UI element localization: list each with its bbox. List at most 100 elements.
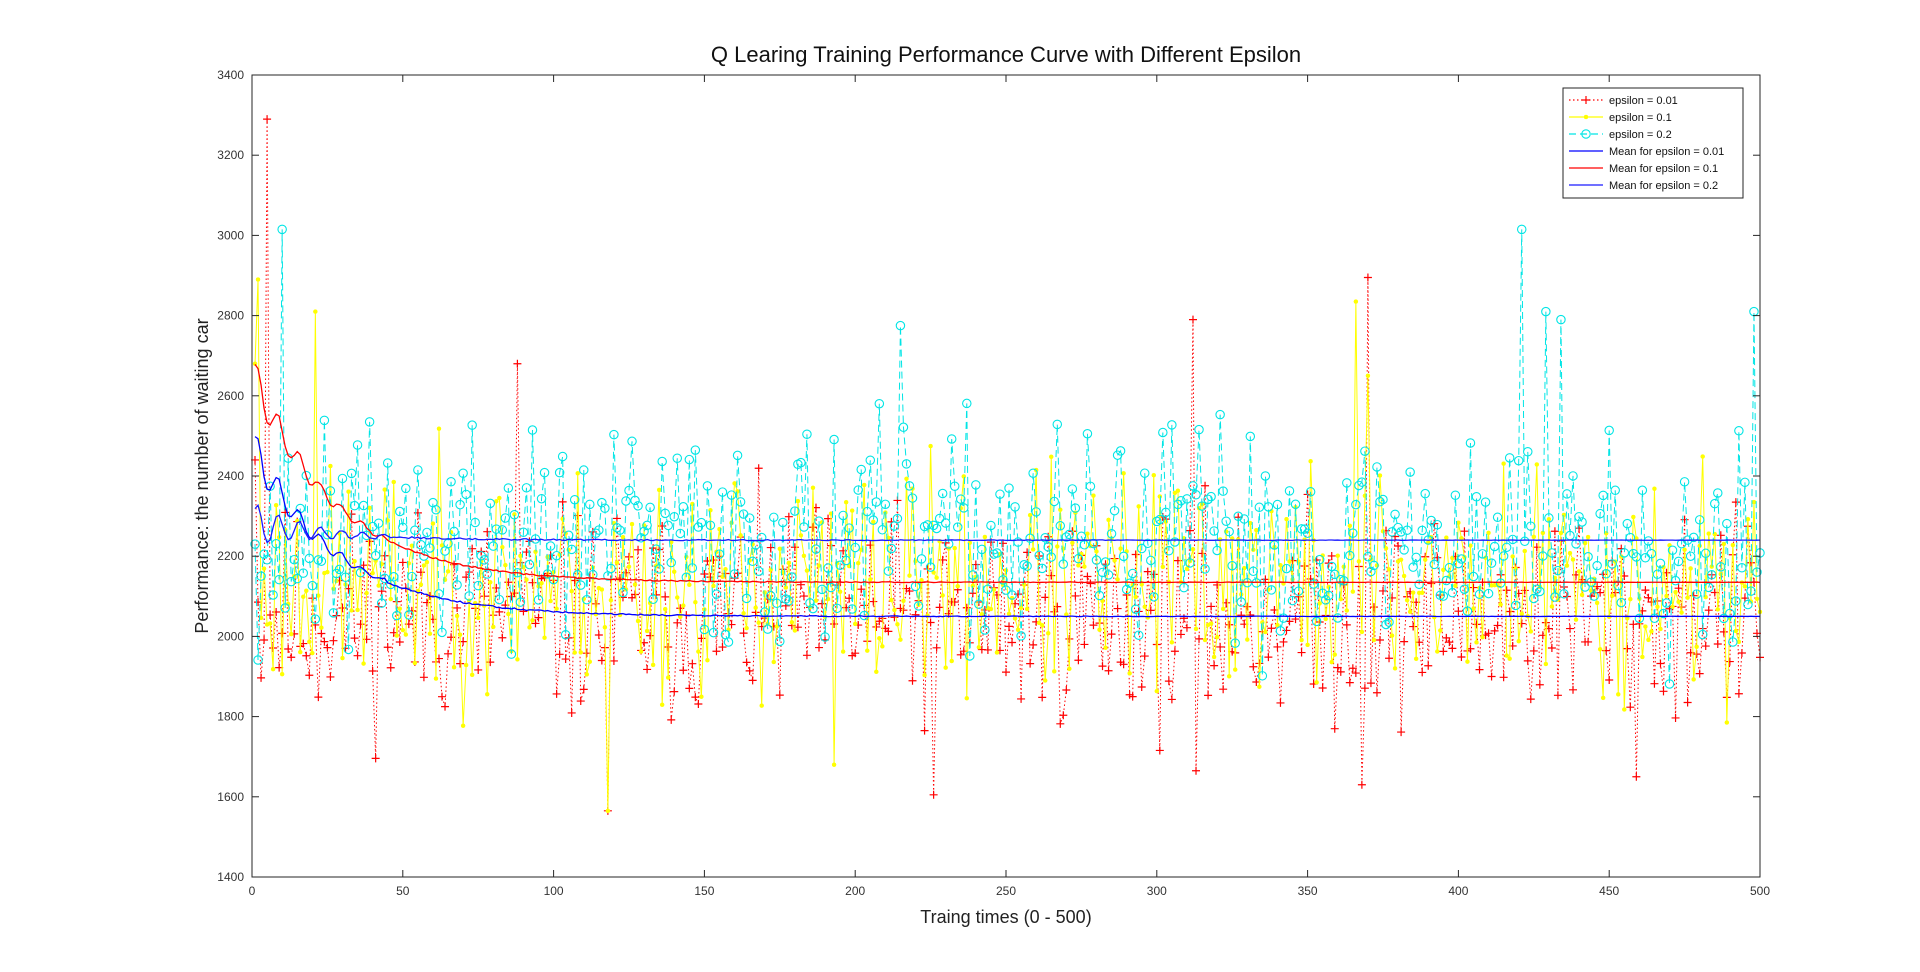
data-point-epsilon-0-1 — [638, 649, 644, 654]
data-point-epsilon-0-2 — [1673, 556, 1684, 567]
data-point-epsilon-0-01 — [474, 665, 483, 674]
data-point-epsilon-0-2 — [1438, 591, 1449, 601]
data-point-epsilon-0-2 — [569, 494, 580, 505]
data-point-epsilon-0-1 — [1751, 499, 1757, 505]
data-point-epsilon-0-1 — [340, 655, 345, 661]
data-point-epsilon-0-1 — [1142, 604, 1147, 610]
data-point-epsilon-0-1 — [774, 624, 780, 629]
data-point-epsilon-0-2 — [883, 566, 894, 576]
data-point-epsilon-0-01 — [1674, 584, 1683, 593]
data-point-epsilon-0-1 — [270, 666, 276, 672]
data-point-epsilon-0-2 — [1351, 499, 1361, 510]
data-point-epsilon-0-2 — [582, 594, 592, 605]
data-point-epsilon-0-1 — [1643, 624, 1648, 629]
data-point-epsilon-0-1 — [1377, 473, 1383, 478]
data-point-epsilon-0-01 — [383, 643, 392, 652]
data-point-epsilon-0-01 — [1243, 602, 1252, 611]
data-point-epsilon-0-2 — [1345, 550, 1355, 561]
data-point-epsilon-0-1 — [1564, 563, 1570, 568]
data-point-epsilon-0-2 — [425, 543, 435, 553]
data-point-epsilon-0-2 — [1574, 511, 1584, 522]
data-point-epsilon-0-1 — [370, 570, 375, 576]
data-point-epsilon-0-1 — [1691, 677, 1696, 682]
data-point-epsilon-0-2 — [521, 483, 532, 493]
data-point-epsilon-0-1 — [1742, 584, 1748, 589]
data-point-epsilon-0-2 — [536, 493, 547, 504]
legend-entry-mean-for-epsilon-0-2: Mean for epsilon = 0.2 — [1569, 180, 1718, 192]
data-point-epsilon-0-1 — [1193, 626, 1199, 632]
data-point-epsilon-0-2 — [820, 632, 830, 642]
data-point-epsilon-0-01 — [1593, 582, 1602, 591]
data-point-epsilon-0-01 — [1375, 636, 1384, 645]
data-point-epsilon-0-01 — [745, 666, 754, 675]
data-point-epsilon-0-1 — [1531, 534, 1537, 540]
data-point-epsilon-0-1 — [1697, 543, 1702, 549]
data-point-epsilon-0-1 — [1597, 647, 1603, 652]
data-point-epsilon-0-01 — [1207, 602, 1216, 611]
data-point-epsilon-0-2 — [1260, 471, 1271, 481]
data-point-epsilon-0-2 — [545, 541, 556, 551]
data-point-epsilon-0-1 — [397, 606, 403, 611]
data-point-epsilon-0-1 — [1413, 656, 1419, 662]
data-point-epsilon-0-1 — [1359, 629, 1365, 635]
data-point-epsilon-0-1 — [605, 808, 611, 814]
data-point-epsilon-0-01 — [419, 673, 428, 682]
data-point-epsilon-0-1 — [1706, 531, 1711, 536]
x-tick-label: 350 — [1298, 884, 1318, 898]
data-point-epsilon-0-1 — [1543, 661, 1549, 667]
data-point-epsilon-0-2 — [340, 572, 351, 582]
data-point-epsilon-0-2 — [524, 559, 535, 570]
data-point-epsilon-0-2 — [1381, 619, 1391, 630]
data-point-epsilon-0-01 — [1493, 621, 1502, 630]
data-point-epsilon-0-1 — [1257, 684, 1262, 689]
data-point-epsilon-0-01 — [323, 643, 332, 652]
data-point-epsilon-0-2 — [1625, 532, 1636, 543]
data-point-epsilon-0-1 — [1438, 628, 1443, 633]
data-point-epsilon-0-2 — [1619, 548, 1630, 558]
data-point-epsilon-0-1 — [261, 566, 267, 571]
data-point-epsilon-0-1 — [1561, 512, 1567, 518]
data-point-epsilon-0-01 — [359, 561, 368, 570]
data-point-epsilon-0-2 — [1728, 637, 1738, 647]
data-point-epsilon-0-2 — [621, 496, 631, 506]
data-point-epsilon-0-2 — [1498, 551, 1509, 561]
data-point-epsilon-0-2 — [1628, 548, 1639, 559]
data-point-epsilon-0-01 — [1014, 590, 1023, 599]
data-point-epsilon-0-2 — [579, 465, 589, 475]
data-point-epsilon-0-1 — [1392, 666, 1398, 671]
data-point-epsilon-0-1 — [1453, 583, 1458, 588]
data-point-epsilon-0-01 — [661, 592, 670, 601]
data-point-epsilon-0-01 — [582, 649, 591, 658]
data-point-epsilon-0-2 — [1001, 585, 1011, 595]
data-point-epsilon-0-01 — [1167, 695, 1176, 704]
data-point-epsilon-0-01 — [1418, 668, 1427, 677]
data-point-epsilon-0-2 — [1167, 420, 1177, 430]
data-point-epsilon-0-2 — [1703, 582, 1714, 593]
data-point-epsilon-0-01 — [1146, 606, 1155, 615]
data-point-epsilon-0-2 — [1085, 481, 1096, 492]
data-point-epsilon-0-1 — [506, 611, 511, 617]
data-point-epsilon-0-2 — [1079, 540, 1090, 550]
data-point-epsilon-0-01 — [1596, 588, 1605, 597]
data-point-epsilon-0-01 — [1065, 634, 1074, 643]
data-point-epsilon-0-01 — [983, 645, 992, 654]
data-point-epsilon-0-1 — [1615, 692, 1621, 697]
data-point-epsilon-0-01 — [1294, 592, 1303, 601]
data-point-epsilon-0-1 — [831, 762, 837, 767]
data-point-epsilon-0-01 — [1716, 531, 1725, 540]
data-point-epsilon-0-2 — [343, 644, 354, 655]
data-point-epsilon-0-1 — [1733, 628, 1739, 634]
data-point-epsilon-0-01 — [1216, 642, 1225, 651]
data-point-epsilon-0-1 — [976, 645, 982, 650]
data-point-epsilon-0-1 — [488, 580, 493, 585]
x-tick-label: 300 — [1147, 884, 1167, 898]
data-point-epsilon-0-2 — [838, 510, 848, 521]
data-point-epsilon-0-2 — [1200, 564, 1210, 574]
data-point-epsilon-0-1 — [388, 596, 393, 602]
data-point-epsilon-0-01 — [799, 592, 808, 601]
data-point-epsilon-0-01 — [1143, 567, 1152, 576]
data-point-epsilon-0-2 — [1734, 426, 1744, 436]
data-point-epsilon-0-1 — [1314, 680, 1319, 685]
data-point-epsilon-0-01 — [1182, 623, 1191, 632]
